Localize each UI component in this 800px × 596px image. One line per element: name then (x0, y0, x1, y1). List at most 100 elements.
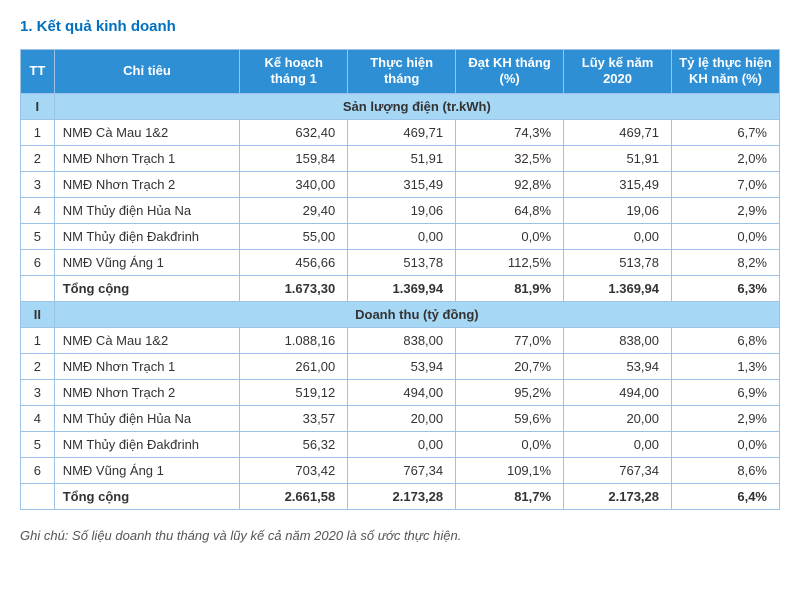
cell-datkh: 0,0% (456, 223, 564, 249)
cell-label: NMĐ Nhơn Trạch 1 (54, 145, 240, 171)
cell-tyle: 2,9% (672, 405, 780, 431)
cell-luyke: 838,00 (564, 327, 672, 353)
cell-kehoach: 29,40 (240, 197, 348, 223)
cell-tyle: 6,7% (672, 119, 780, 145)
business-results-table: TTChỉ tiêuKế hoạch tháng 1Thực hiện thán… (20, 49, 780, 510)
cell-thuchien: 19,06 (348, 197, 456, 223)
col-header-datkh: Đạt KH tháng (%) (456, 50, 564, 94)
table-row: 3NMĐ Nhơn Trạch 2340,00315,4992,8%315,49… (21, 171, 780, 197)
total-kehoach: 2.661,58 (240, 483, 348, 509)
cell-luyke: 0,00 (564, 431, 672, 457)
cell-luyke: 51,91 (564, 145, 672, 171)
table-row: 1NMĐ Cà Mau 1&2632,40469,7174,3%469,716,… (21, 119, 780, 145)
section-header-row: IIDoanh thu (tỷ đồng) (21, 301, 780, 327)
section-header-row: ISản lượng điện (tr.kWh) (21, 93, 780, 119)
cell-label: NMĐ Nhơn Trạch 2 (54, 379, 240, 405)
cell-tyle: 1,3% (672, 353, 780, 379)
cell-tyle: 0,0% (672, 431, 780, 457)
table-row: 2NMĐ Nhơn Trạch 1159,8451,9132,5%51,912,… (21, 145, 780, 171)
total-kehoach: 1.673,30 (240, 275, 348, 301)
table-row: 5NM Thủy điện Đakđrinh56,320,000,0%0,000… (21, 431, 780, 457)
cell-thuchien: 315,49 (348, 171, 456, 197)
cell-tyle: 2,9% (672, 197, 780, 223)
cell-kehoach: 703,42 (240, 457, 348, 483)
cell-thuchien: 469,71 (348, 119, 456, 145)
cell-luyke: 469,71 (564, 119, 672, 145)
page-title: 1. Kết quả kinh doanh (20, 18, 780, 35)
cell-tt: 3 (21, 171, 55, 197)
cell-kehoach: 1.088,16 (240, 327, 348, 353)
cell-label: NM Thủy điện Đakđrinh (54, 223, 240, 249)
cell-tyle: 2,0% (672, 145, 780, 171)
total-luyke: 1.369,94 (564, 275, 672, 301)
cell-kehoach: 340,00 (240, 171, 348, 197)
cell-kehoach: 159,84 (240, 145, 348, 171)
cell-luyke: 19,06 (564, 197, 672, 223)
cell-datkh: 109,1% (456, 457, 564, 483)
footnote: Ghi chú: Số liệu doanh thu tháng và lũy … (20, 528, 780, 543)
cell-label: NMĐ Vũng Áng 1 (54, 457, 240, 483)
cell-tyle: 8,6% (672, 457, 780, 483)
cell-tt: 2 (21, 145, 55, 171)
total-row: Tổng cộng1.673,301.369,9481,9%1.369,946,… (21, 275, 780, 301)
cell-datkh: 0,0% (456, 431, 564, 457)
cell-label: NM Thủy điện Đakđrinh (54, 431, 240, 457)
cell-kehoach: 519,12 (240, 379, 348, 405)
cell-datkh: 20,7% (456, 353, 564, 379)
cell-tyle: 7,0% (672, 171, 780, 197)
cell-tt: 5 (21, 223, 55, 249)
cell-tyle: 0,0% (672, 223, 780, 249)
cell-luyke: 315,49 (564, 171, 672, 197)
cell-datkh: 74,3% (456, 119, 564, 145)
cell-kehoach: 261,00 (240, 353, 348, 379)
cell-thuchien: 494,00 (348, 379, 456, 405)
cell-tt: 4 (21, 405, 55, 431)
cell-tyle: 6,9% (672, 379, 780, 405)
table-row: 1NMĐ Cà Mau 1&21.088,16838,0077,0%838,00… (21, 327, 780, 353)
col-header-tt: TT (21, 50, 55, 94)
table-row: 6NMĐ Vũng Áng 1703,42767,34109,1%767,348… (21, 457, 780, 483)
cell-label: NM Thủy điện Hủa Na (54, 405, 240, 431)
cell-tt: 4 (21, 197, 55, 223)
cell-thuchien: 51,91 (348, 145, 456, 171)
cell-luyke: 767,34 (564, 457, 672, 483)
cell-tt: 2 (21, 353, 55, 379)
cell-datkh: 112,5% (456, 249, 564, 275)
cell-tyle: 8,2% (672, 249, 780, 275)
cell-datkh: 95,2% (456, 379, 564, 405)
cell-thuchien: 513,78 (348, 249, 456, 275)
table-body: ISản lượng điện (tr.kWh)1NMĐ Cà Mau 1&26… (21, 93, 780, 509)
table-row: 4NM Thủy điện Hủa Na33,5720,0059,6%20,00… (21, 405, 780, 431)
cell-thuchien: 0,00 (348, 223, 456, 249)
cell-thuchien: 0,00 (348, 431, 456, 457)
cell-tt: 5 (21, 431, 55, 457)
cell-label: NM Thủy điện Hủa Na (54, 197, 240, 223)
col-header-thuchien: Thực hiện tháng (348, 50, 456, 94)
table-row: 6NMĐ Vũng Áng 1456,66513,78112,5%513,788… (21, 249, 780, 275)
total-datkh: 81,9% (456, 275, 564, 301)
table-row: 4NM Thủy điện Hủa Na29,4019,0664,8%19,06… (21, 197, 780, 223)
section-title: Doanh thu (tỷ đồng) (54, 301, 779, 327)
table-row: 2NMĐ Nhơn Trạch 1261,0053,9420,7%53,941,… (21, 353, 780, 379)
cell-luyke: 20,00 (564, 405, 672, 431)
total-tyle: 6,3% (672, 275, 780, 301)
cell-kehoach: 632,40 (240, 119, 348, 145)
col-header-luyke: Lũy kế năm 2020 (564, 50, 672, 94)
cell-tt: 1 (21, 327, 55, 353)
cell-tyle: 6,8% (672, 327, 780, 353)
cell-thuchien: 20,00 (348, 405, 456, 431)
cell-label: NMĐ Cà Mau 1&2 (54, 327, 240, 353)
cell-datkh: 92,8% (456, 171, 564, 197)
cell-kehoach: 56,32 (240, 431, 348, 457)
cell-luyke: 513,78 (564, 249, 672, 275)
cell-label: NMĐ Cà Mau 1&2 (54, 119, 240, 145)
cell-thuchien: 53,94 (348, 353, 456, 379)
cell-datkh: 32,5% (456, 145, 564, 171)
total-row: Tổng cộng2.661,582.173,2881,7%2.173,286,… (21, 483, 780, 509)
table-row: 5NM Thủy điện Đakđrinh55,000,000,0%0,000… (21, 223, 780, 249)
section-number: I (21, 93, 55, 119)
cell-datkh: 59,6% (456, 405, 564, 431)
col-header-kehoach: Kế hoạch tháng 1 (240, 50, 348, 94)
cell-tt: 1 (21, 119, 55, 145)
cell-thuchien: 767,34 (348, 457, 456, 483)
